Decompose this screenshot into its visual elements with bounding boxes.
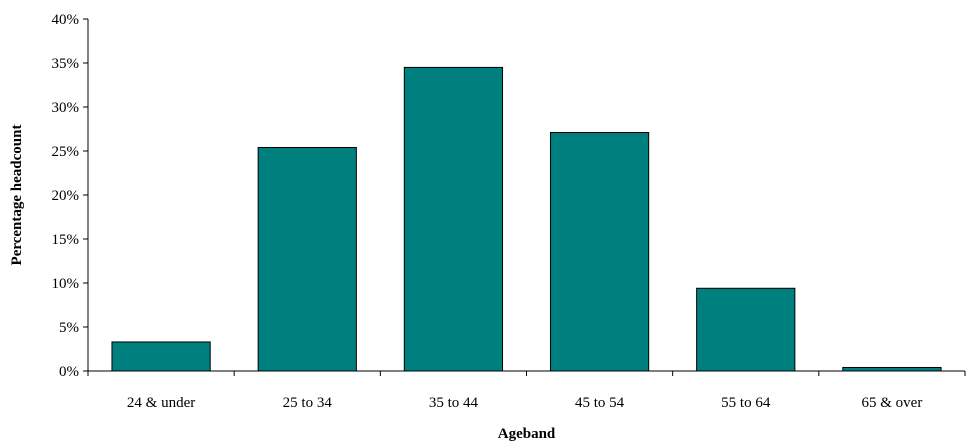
y-tick-label: 20% <box>52 188 80 204</box>
y-tick-label: 10% <box>52 276 80 292</box>
bar-55-to-64 <box>696 287 796 372</box>
y-tick-label: 15% <box>52 232 80 248</box>
bars <box>111 66 942 372</box>
x-tick-label: 55 to 64 <box>721 395 771 411</box>
y-axis-title: Percentage headcount <box>9 125 25 266</box>
y-tick-label: 40% <box>52 12 80 28</box>
x-tick-label: 35 to 44 <box>429 395 479 411</box>
y-tick-label: 5% <box>59 320 79 336</box>
y-axis-ticks: 0% 5% 10% 15% 20% 25% 30% 35% 40% <box>52 12 88 380</box>
bar-45-to-54 <box>549 132 650 372</box>
x-tick-label: 25 to 34 <box>283 395 333 411</box>
x-tick-label: 65 & over <box>862 395 923 411</box>
bar-24-under <box>111 341 211 372</box>
x-axis-title: Ageband <box>498 426 556 442</box>
bar-65-over <box>842 366 942 372</box>
y-tick-label: 0% <box>59 364 79 380</box>
bar-25-to-34 <box>257 146 357 372</box>
x-axis-ticks: 24 & under 25 to 34 35 to 44 45 to 54 55 to … <box>87 371 966 411</box>
y-tick-label: 30% <box>52 100 80 116</box>
y-tick-label: 35% <box>52 56 80 72</box>
x-tick-label: 24 & under <box>127 395 195 411</box>
x-tick-label: 45 to 54 <box>575 395 625 411</box>
y-tick-label: 25% <box>52 144 80 160</box>
bar-35-to-44 <box>403 66 504 372</box>
